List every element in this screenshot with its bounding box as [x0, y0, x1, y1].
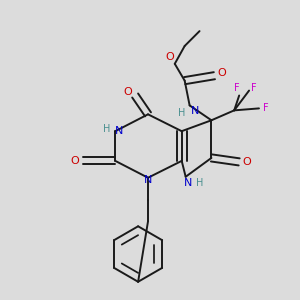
Text: O: O: [70, 156, 79, 166]
Text: F: F: [251, 82, 257, 93]
Text: O: O: [165, 52, 174, 62]
Text: H: H: [178, 108, 185, 118]
Text: N: N: [144, 175, 152, 185]
Text: N: N: [190, 106, 199, 116]
Text: N: N: [184, 178, 192, 188]
Text: O: O: [243, 157, 251, 167]
Text: F: F: [234, 82, 240, 93]
Text: H: H: [103, 124, 110, 134]
Text: O: O: [217, 68, 226, 78]
Text: N: N: [115, 126, 124, 136]
Text: H: H: [196, 178, 203, 188]
Text: O: O: [124, 86, 133, 97]
Text: F: F: [263, 103, 269, 113]
